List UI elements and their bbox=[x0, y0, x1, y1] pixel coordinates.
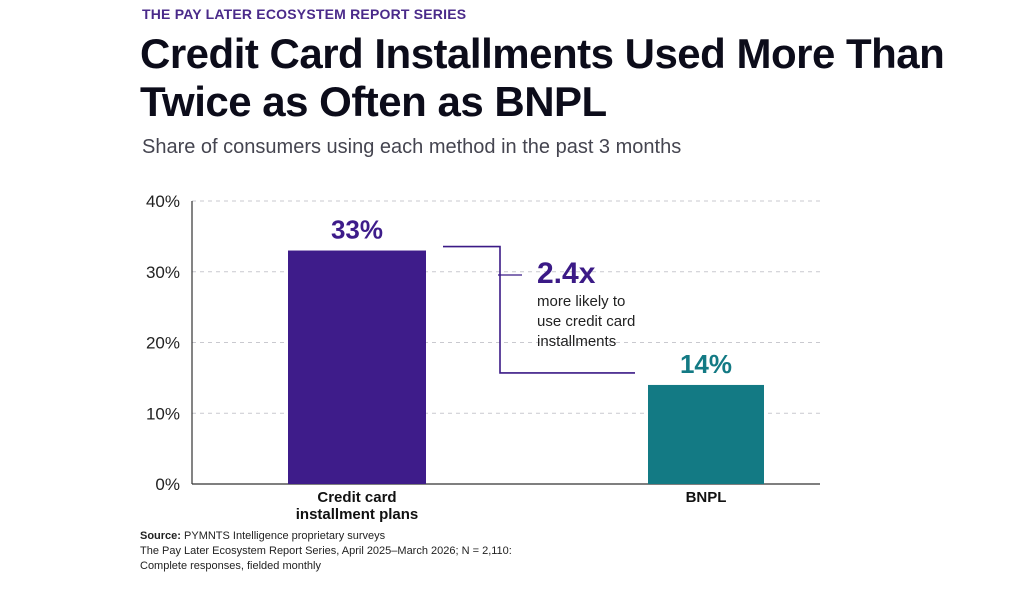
x-category-label: Credit card bbox=[317, 489, 396, 506]
y-tick-label: 20% bbox=[146, 334, 180, 353]
bar-credit-card bbox=[288, 250, 426, 484]
report-series-label: THE PAY LATER ECOSYSTEM REPORT SERIES bbox=[142, 6, 467, 22]
multiplier-description: more likely to bbox=[537, 293, 625, 310]
data-label: 33% bbox=[331, 215, 383, 245]
source-text: PYMNTS Intelligence proprietary surveys bbox=[184, 530, 386, 542]
comparison-bracket bbox=[443, 245, 635, 374]
multiplier-value: 2.4x bbox=[537, 257, 596, 290]
y-tick-label: 10% bbox=[146, 404, 180, 423]
source-note: Source: PYMNTS Intelligence proprietary … bbox=[140, 529, 512, 574]
bar-bnpl bbox=[648, 384, 764, 484]
x-category-label: installment plans bbox=[296, 506, 419, 523]
y-tick-label: 0% bbox=[155, 475, 180, 494]
y-tick-label: 30% bbox=[146, 263, 180, 282]
multiplier-description: use credit card bbox=[537, 313, 635, 330]
multiplier-description: installments bbox=[537, 333, 616, 350]
source-label: Source: bbox=[140, 530, 181, 542]
source-line-2: The Pay Later Ecosystem Report Series, A… bbox=[140, 545, 512, 557]
chart-title: Credit Card Installments Used More Than … bbox=[140, 30, 945, 125]
y-tick-label: 40% bbox=[146, 192, 180, 211]
data-label: 14% bbox=[680, 349, 732, 379]
chart-subtitle: Share of consumers using each method in … bbox=[142, 136, 682, 158]
source-line-3: Complete responses, fielded monthly bbox=[140, 560, 321, 572]
x-category-label: BNPL bbox=[686, 489, 727, 506]
